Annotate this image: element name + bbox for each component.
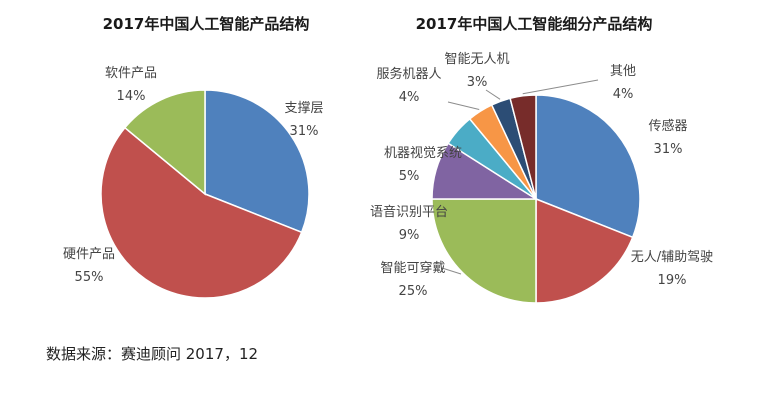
- slice-label-name-1-5: 服务机器人: [376, 66, 441, 82]
- slice-label-name-1-0: 传感器: [648, 118, 687, 134]
- slice-label-name-1-6: 智能无人机: [444, 52, 509, 67]
- slice-label-name-1-3: 语音识别平台: [370, 204, 448, 220]
- chart-title-product-structure: 2017年中国人工智能产品结构: [103, 15, 310, 33]
- slice-label-value-0-0: 31%: [290, 124, 319, 139]
- pie-slice-0-1: [100, 126, 303, 299]
- leader-line-1-2: [441, 267, 462, 275]
- chart-title-segment-structure: 2017年中国人工智能细分产品结构: [416, 15, 653, 33]
- pie-slice-0-2: [123, 89, 206, 196]
- pie-slice-1-1: [535, 197, 634, 304]
- leader-line-1-6: [485, 89, 501, 100]
- slice-label-name-0-2: 软件产品: [105, 66, 157, 81]
- pie-slice-0-0: [204, 89, 310, 234]
- slice-label-value-1-6: 3%: [467, 75, 488, 90]
- slice-label-name-1-1: 无人/辅助驾驶: [631, 250, 713, 265]
- slice-label-value-1-2: 25%: [399, 284, 428, 299]
- data-source-note: 数据来源：赛迪顾问 2017，12: [46, 345, 259, 363]
- pie-slice-1-2: [431, 198, 537, 304]
- slice-label-value-1-4: 5%: [399, 169, 420, 184]
- pie-slice-1-7: [509, 94, 537, 200]
- leader-line-1-5: [447, 101, 480, 110]
- slice-label-name-1-4: 机器视觉系统: [384, 146, 462, 161]
- slice-label-value-0-1: 55%: [75, 270, 104, 285]
- slice-label-value-1-3: 9%: [399, 228, 420, 243]
- pie-chart-product-structure: 支撑层 31% 硬件产品 55% 软件产品 14%: [63, 66, 324, 299]
- slice-label-name-0-0: 支撑层: [284, 101, 323, 116]
- slice-label-value-1-7: 4%: [613, 87, 634, 102]
- slice-label-value-1-0: 31%: [654, 142, 683, 157]
- slice-label-value-1-1: 19%: [658, 273, 687, 288]
- slice-label-value-0-2: 14%: [117, 89, 146, 104]
- pie-slice-1-0: [535, 94, 641, 239]
- slice-label-value-1-5: 4%: [399, 90, 420, 105]
- leader-line-1-7: [522, 79, 599, 95]
- slice-label-name-0-1: 硬件产品: [63, 247, 115, 262]
- slice-label-name-1-7: 其他: [610, 64, 636, 79]
- pie-chart-segment-structure: 传感器 31% 无人/辅助驾驶 19% 智能可穿戴 25% 语音识别平台 9% 机器视觉系统 5%…: [370, 52, 713, 304]
- slice-label-name-1-2: 智能可穿戴: [380, 260, 445, 276]
